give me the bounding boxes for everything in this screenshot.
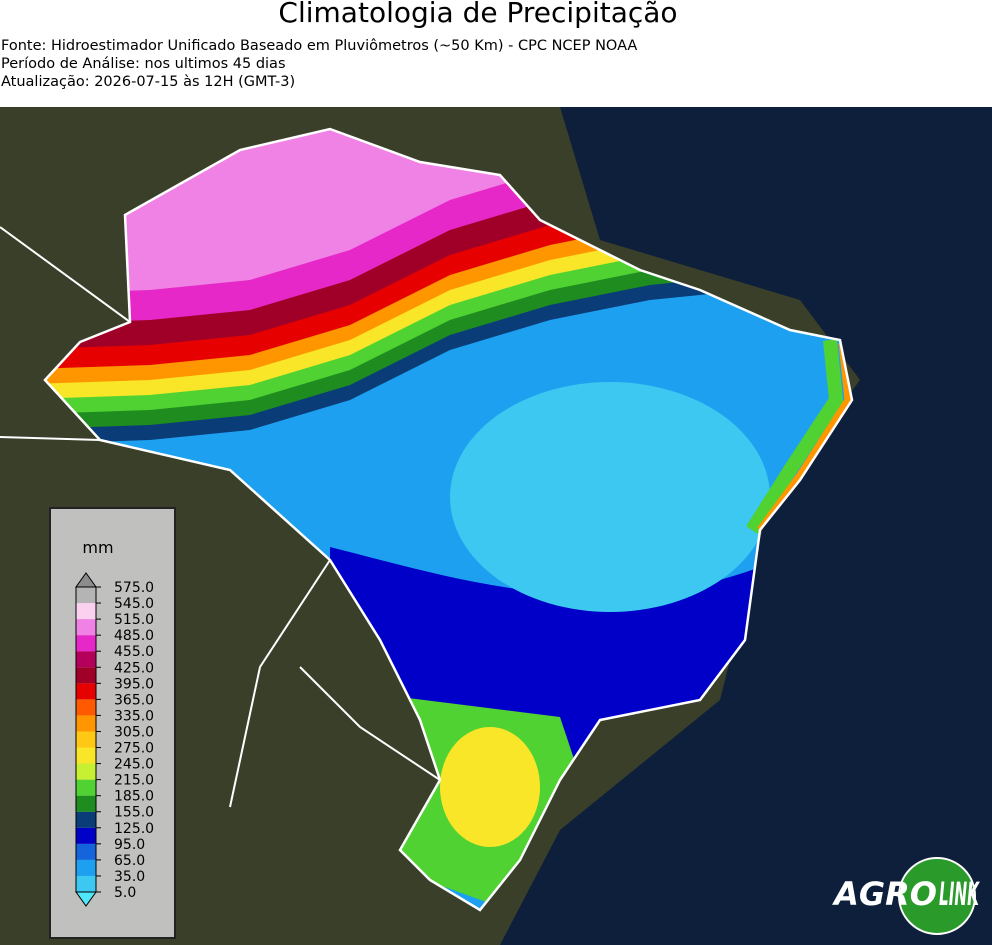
color-swatch	[76, 683, 96, 700]
update-line: Atualização: 2026-07-15 às 12H (GMT-3)	[1, 74, 296, 90]
tick-label: 125.0	[114, 821, 154, 837]
logo-link: LINK	[939, 875, 980, 913]
color-swatch	[76, 875, 96, 892]
tick-label: 395.0	[114, 676, 154, 692]
color-swatch	[76, 619, 96, 636]
tick-label: 425.0	[114, 660, 154, 676]
tick-label: 365.0	[114, 692, 154, 708]
tick-label: 95.0	[114, 837, 145, 853]
tick-label: 485.0	[114, 628, 154, 644]
color-swatch	[76, 763, 96, 780]
tick-label: 275.0	[114, 741, 154, 757]
tick-label: 65.0	[114, 853, 145, 869]
colorbar-box	[49, 507, 176, 939]
field-south-yellow	[440, 727, 540, 847]
tick-label: 185.0	[114, 789, 154, 805]
tick-label: 155.0	[114, 805, 154, 821]
source-line: Fonte: Hidroestimador Unificado Baseado …	[1, 38, 638, 54]
tick-label: 305.0	[114, 724, 154, 740]
tick-label: 35.0	[114, 869, 145, 885]
field-coast-orange	[757, 342, 852, 533]
colorbar-unit: mm	[82, 538, 113, 557]
country-borders	[0, 226, 441, 808]
color-swatch	[76, 603, 96, 620]
color-swatch	[76, 779, 96, 796]
tick-label: 245.0	[114, 757, 154, 773]
color-swatch	[76, 635, 96, 652]
color-swatch	[76, 795, 96, 812]
color-swatch	[76, 843, 96, 860]
color-swatch	[76, 827, 96, 844]
color-swatch	[76, 699, 96, 716]
color-swatch	[76, 667, 96, 684]
field-central	[450, 382, 770, 612]
field-coast-green	[746, 339, 844, 534]
ocean	[500, 107, 992, 945]
field-band	[45, 129, 852, 295]
color-swatch	[76, 747, 96, 764]
color-swatch	[76, 587, 96, 604]
tick-label: 5.0	[114, 885, 136, 901]
tick-label: 335.0	[114, 708, 154, 724]
color-swatch	[76, 731, 96, 748]
tick-label: 455.0	[114, 644, 154, 660]
colorbar: 5.035.065.095.0125.0155.0185.0215.0245.0…	[75, 572, 154, 907]
tick-label: 515.0	[114, 612, 154, 628]
color-swatch	[76, 811, 96, 828]
logo-circle	[898, 857, 976, 935]
map: mm 5.035.065.095.0125.0155.0185.0215.024…	[0, 107, 992, 945]
tick-label: 575.0	[114, 580, 154, 596]
color-swatch	[76, 859, 96, 876]
colorbar-frame	[75, 586, 97, 893]
tick-label: 215.0	[114, 773, 154, 789]
color-swatch	[76, 715, 96, 732]
tick-label: 545.0	[114, 596, 154, 612]
color-swatch	[76, 651, 96, 668]
period-line: Período de Análise: nos ultimos 45 dias	[1, 56, 286, 72]
logo-agro: AGRO	[831, 875, 937, 913]
map-title: Climatologia de Precipitação	[278, 0, 678, 29]
